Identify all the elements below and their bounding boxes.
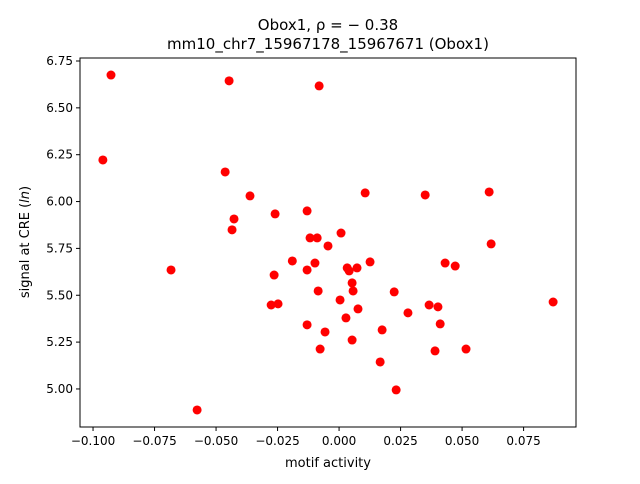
data-point: [430, 346, 440, 356]
y-axis: 5.00 5.25 5.50 5.75 6.00 6.25 6.50 6.75: [46, 54, 80, 396]
x-tick-label: 0.075: [506, 434, 540, 448]
y-tick-label: 5.25: [46, 335, 73, 349]
data-point: [450, 261, 460, 271]
data-point: [389, 287, 399, 297]
data-point: [344, 266, 354, 276]
x-tick-label: 0.025: [383, 434, 417, 448]
y-tick-label: 6.25: [46, 148, 73, 162]
data-point: [270, 209, 280, 219]
data-point: [320, 327, 330, 337]
x-axis-label: motif activity: [285, 456, 371, 471]
y-tick-label: 6.75: [46, 54, 73, 68]
data-point: [360, 188, 370, 198]
data-point: [287, 256, 297, 266]
data-point: [314, 81, 324, 91]
x-tick-label: −0.100: [71, 434, 115, 448]
data-point: [352, 263, 362, 273]
data-point: [440, 258, 450, 268]
x-axis: −0.100 −0.075 −0.050 −0.025 0.000 0.025 0.050 0…: [71, 427, 541, 448]
data-point: [461, 344, 471, 354]
data-point: [220, 167, 230, 177]
data-point: [433, 302, 443, 312]
y-tick-label: 5.50: [46, 288, 73, 302]
data-point: [348, 286, 358, 296]
data-point: [424, 300, 434, 310]
data-point: [302, 206, 312, 216]
data-point: [375, 357, 385, 367]
data-point: [336, 228, 346, 238]
data-point: [302, 320, 312, 330]
x-tick-label: −0.050: [194, 434, 238, 448]
data-point: [420, 190, 430, 200]
data-point: [229, 214, 239, 224]
x-tick-label: 0.050: [445, 434, 479, 448]
data-point: [486, 239, 496, 249]
x-tick-label: 0.000: [322, 434, 356, 448]
x-tick-label: −0.025: [255, 434, 299, 448]
data-point: [347, 278, 357, 288]
data-point: [310, 258, 320, 268]
data-point: [435, 319, 445, 329]
data-point: [484, 187, 494, 197]
data-point: [548, 297, 558, 307]
data-point: [391, 385, 401, 395]
y-axis-label: signal at CRE (ln): [18, 186, 33, 298]
data-point: [227, 225, 237, 235]
data-point: [305, 233, 315, 243]
chart-title-line1: Obox1, ρ = − 0.38: [258, 16, 398, 34]
data-point: [335, 295, 345, 305]
x-tick-label: −0.075: [132, 434, 176, 448]
plot-frame: [79, 57, 577, 428]
data-point: [106, 70, 116, 80]
data-point: [245, 191, 255, 201]
data-point: [166, 265, 176, 275]
y-tick-label: 6.50: [46, 101, 73, 115]
data-point: [347, 335, 357, 345]
y-tick-label: 5.00: [46, 382, 73, 396]
data-point: [313, 286, 323, 296]
data-point: [266, 300, 276, 310]
y-tick-label: 6.00: [46, 195, 73, 209]
data-point: [377, 325, 387, 335]
points-layer: [98, 70, 558, 415]
data-point: [273, 299, 283, 309]
data-point: [98, 155, 108, 165]
chart-title-line2: mm10_chr7_15967178_15967671 (Obox1): [167, 35, 489, 54]
data-point: [192, 405, 202, 415]
data-point: [341, 313, 351, 323]
data-point: [365, 257, 375, 267]
data-point: [302, 265, 312, 275]
data-point: [315, 344, 325, 354]
data-point: [353, 304, 363, 314]
data-point: [312, 233, 322, 243]
data-point: [269, 270, 279, 280]
data-point: [224, 76, 234, 86]
data-point: [403, 308, 413, 318]
y-tick-label: 5.75: [46, 241, 73, 255]
data-point: [323, 241, 333, 251]
